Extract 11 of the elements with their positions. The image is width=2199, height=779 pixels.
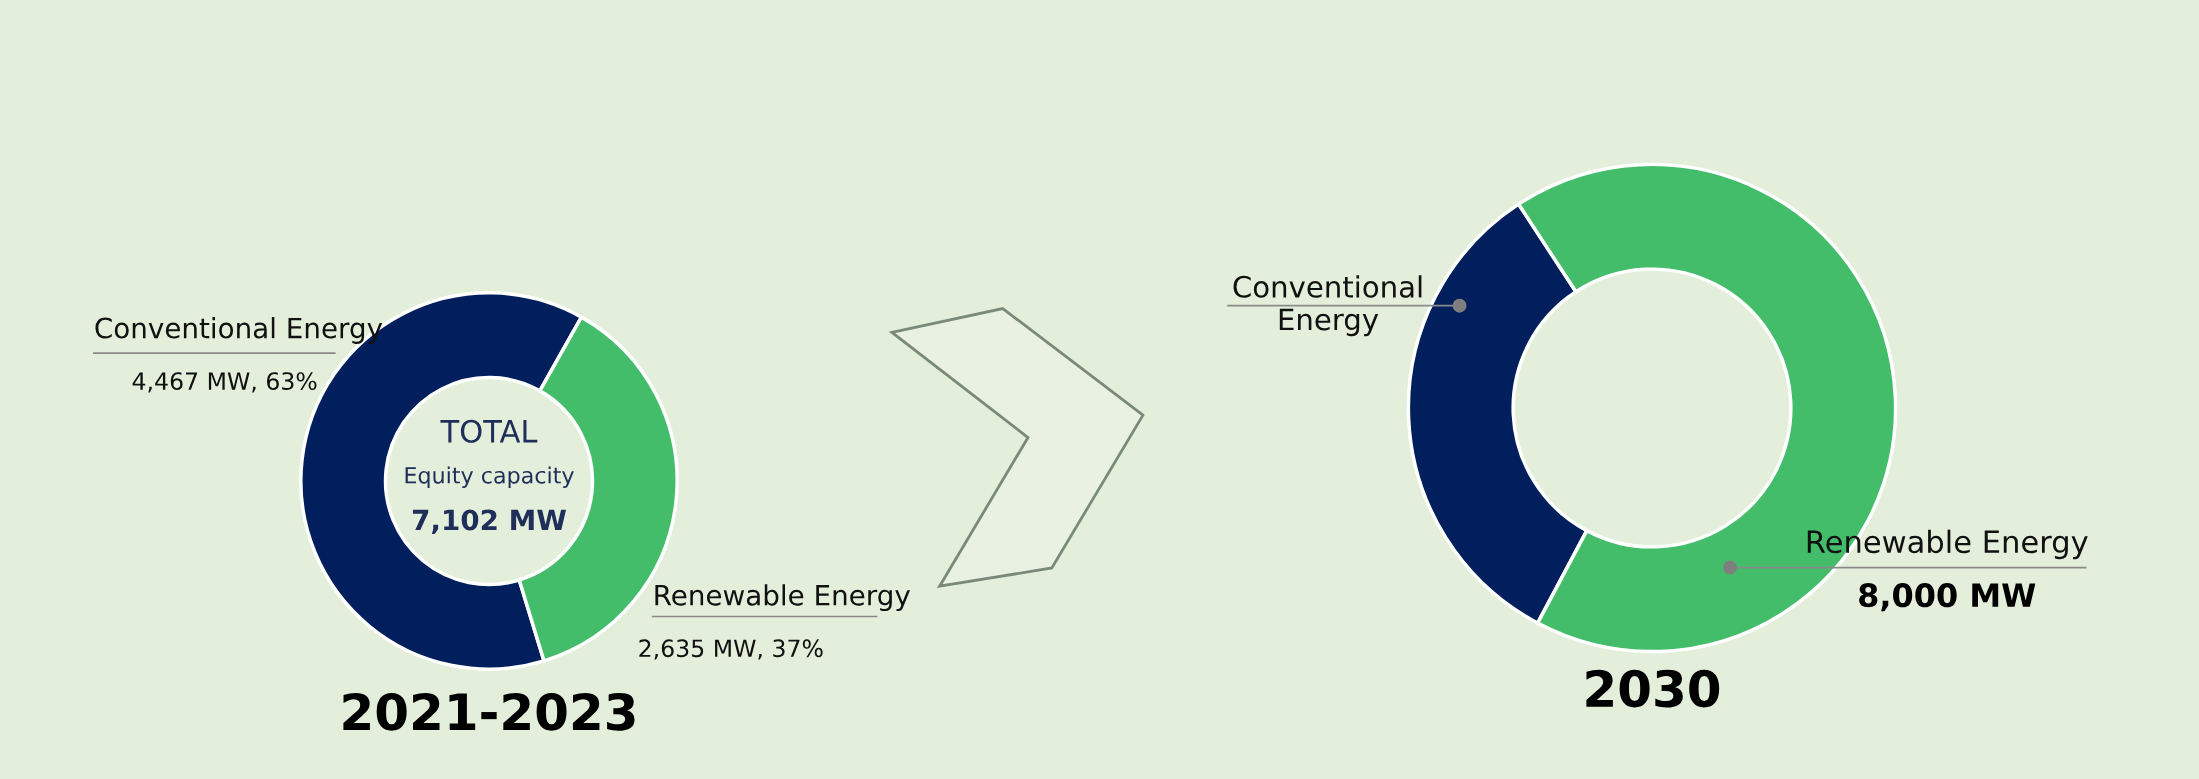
slice-label: Conventional Energy	[1233, 275, 1422, 337]
text: 8,000 MW	[1859, 583, 2036, 612]
slice-label: Renewable Energy	[655, 584, 910, 612]
text: TOTAL	[440, 419, 538, 443]
text: Equity capacity	[405, 466, 574, 488]
data-label: 4,467 MW, 63%	[132, 372, 317, 393]
data-label: 2,635 MW, 37%	[639, 639, 823, 660]
slice-label: Conventional Energy	[95, 317, 383, 344]
text: 2030	[1586, 669, 1720, 708]
text: 7,102 MW	[412, 509, 567, 535]
text: 2021-2023	[343, 692, 635, 731]
